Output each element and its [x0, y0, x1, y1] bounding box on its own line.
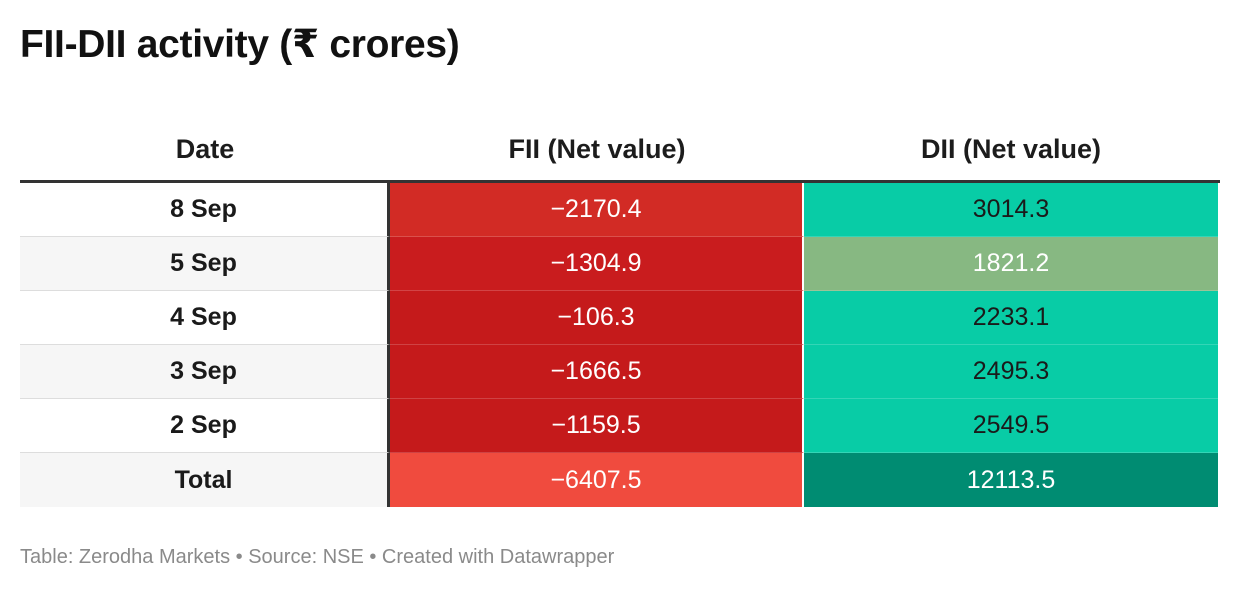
- date-cell: 3 Sep: [20, 345, 390, 399]
- fii-dii-table: Date FII (Net value) DII (Net value) 8 S…: [20, 118, 1220, 507]
- table-row: 2 Sep −1159.5 2549.5: [20, 399, 1220, 453]
- fii-value-cell: −6407.5: [390, 453, 804, 507]
- dii-value-cell: 2549.5: [804, 399, 1218, 453]
- table-row: 4 Sep −106.3 2233.1: [20, 291, 1220, 345]
- fii-value-cell: −1666.5: [390, 345, 804, 399]
- dii-value-cell: 12113.5: [804, 453, 1218, 507]
- table-body: 8 Sep −2170.4 3014.3 5 Sep −1304.9 1821.2 4 Se…: [20, 183, 1220, 507]
- source-footer: Table: Zerodha Markets • Source: NSE • C…: [20, 546, 615, 568]
- fii-value-cell: −106.3: [390, 291, 804, 345]
- date-cell: Total: [20, 453, 390, 507]
- table-row: 8 Sep −2170.4 3014.3: [20, 183, 1220, 237]
- table-header: Date FII (Net value) DII (Net value): [20, 118, 1220, 183]
- table-title: FII-DII activity (₹ crores): [20, 23, 460, 66]
- table-row: Total −6407.5 12113.5: [20, 453, 1220, 507]
- column-header-dii[interactable]: DII (Net value): [920, 133, 1102, 164]
- table-row: 3 Sep −1666.5 2495.3: [20, 345, 1220, 399]
- date-cell: 2 Sep: [20, 399, 390, 453]
- dii-value-cell: 2495.3: [804, 345, 1218, 399]
- date-cell: 8 Sep: [20, 183, 390, 237]
- fii-value-cell: −1304.9: [390, 237, 804, 291]
- dii-value-cell: 3014.3: [804, 183, 1218, 237]
- fii-value-cell: −2170.4: [390, 183, 804, 237]
- date-cell: 5 Sep: [20, 237, 390, 291]
- date-cell: 4 Sep: [20, 291, 390, 345]
- column-header-fii[interactable]: FII (Net value): [508, 133, 686, 164]
- table-row: 5 Sep −1304.9 1821.2: [20, 237, 1220, 291]
- dii-value-cell: 2233.1: [804, 291, 1218, 345]
- column-header-date[interactable]: Date: [175, 133, 235, 164]
- fii-value-cell: −1159.5: [390, 399, 804, 453]
- dii-value-cell: 1821.2: [804, 237, 1218, 291]
